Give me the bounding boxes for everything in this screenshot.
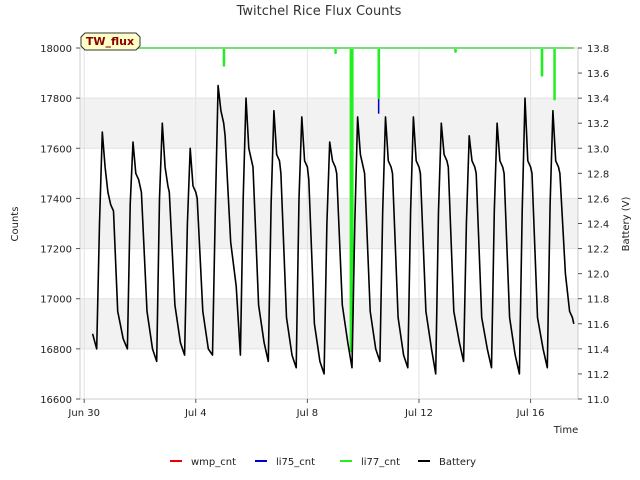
y-right-tick-label: 11.4 (587, 345, 609, 356)
y-axis-left-label: Counts (10, 207, 21, 242)
x-tick-label: Jul 16 (516, 408, 545, 419)
background-bands (80, 98, 578, 349)
x-tick-label: Jun 30 (67, 408, 100, 419)
y-left-tick-label: 17800 (40, 94, 72, 105)
y-axis-right: 11.0 11.2 11.4 11.6 11.8 12.0 12.2 12.4 12.6 12.8… (578, 44, 609, 406)
y-right-tick-label: 13.0 (587, 144, 609, 155)
y-right-tick-label: 13.2 (587, 119, 609, 130)
site-badge-box (80, 32, 141, 51)
x-axis: Jun 30 Jul 4 Jul 8 Jul 12 Jul 16 (67, 399, 545, 419)
y-right-tick-label: 13.4 (587, 94, 609, 105)
x-tick-label: Jul 12 (404, 408, 433, 419)
site-badge-label: TW_flux (86, 35, 134, 48)
series-line-battery (91, 84, 575, 375)
legend-label: li77_cnt (361, 457, 400, 468)
y-left-tick-label: 17600 (40, 144, 72, 155)
y-left-tick-label: 17000 (40, 295, 72, 306)
y-right-tick-label: 12.2 (587, 245, 609, 256)
y-right-tick-label: 11.6 (587, 320, 609, 331)
legend-label: wmp_cnt (191, 457, 236, 468)
y-right-tick-label: 11.0 (587, 395, 609, 406)
x-tick-label: Jul 4 (184, 408, 207, 419)
y-left-tick-label: 16800 (40, 345, 72, 356)
y-right-tick-label: 11.8 (587, 295, 609, 306)
y-right-tick-label: 12.8 (587, 169, 609, 180)
x-tick-label: Jul 8 (296, 408, 319, 419)
y-left-tick-label: 18000 (40, 44, 72, 55)
site-badge: TW_flux (80, 32, 141, 51)
y-right-tick-label: 12.4 (587, 220, 609, 231)
y-right-tick-label: 12.6 (587, 194, 609, 205)
background-band (80, 198, 578, 249)
legend-label: li75_cnt (276, 457, 315, 468)
y-right-tick-label: 13.6 (587, 69, 609, 80)
legend: wmp_cnt li75_cnt li77_cnt Battery (170, 457, 476, 468)
y-left-tick-label: 17400 (40, 194, 72, 205)
x-axis-label: Time (553, 425, 578, 436)
y-right-tick-label: 13.8 (587, 44, 609, 55)
y-left-tick-label: 16600 (40, 395, 72, 406)
legend-label: Battery (439, 457, 476, 468)
background-band (80, 98, 578, 149)
chart-title: Twitchel Rice Flux Counts (236, 4, 402, 19)
y-axis-left: 16600 16800 17000 17200 17400 17600 17800 18000 (40, 44, 80, 406)
y-axis-right-label: Battery (V) (621, 196, 632, 251)
y-right-tick-label: 11.2 (587, 370, 609, 381)
y-left-tick-label: 17200 (40, 245, 72, 256)
y-right-tick-label: 12.0 (587, 270, 609, 281)
background-band (80, 298, 578, 349)
